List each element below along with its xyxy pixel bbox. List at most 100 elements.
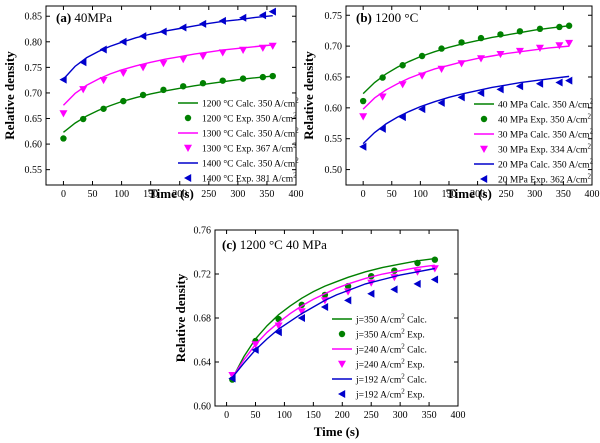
data-point <box>268 7 276 16</box>
x-tick-label: 100 <box>114 189 129 200</box>
data-point <box>414 259 421 267</box>
y-tick-label: 0.60 <box>325 103 343 114</box>
data-point <box>269 72 276 80</box>
legend-label: 40 MPa Calc. 350 A/cm2 <box>498 98 594 111</box>
legend-label: j=350 A/cm2 Calc. <box>355 313 427 326</box>
x-tick-label: 150 <box>441 189 456 200</box>
legend-label: 20 MPa Calc. 350 A/cm2 <box>498 158 594 171</box>
legend-label: 1300 °C Calc. 350 A/cm2 <box>202 127 299 140</box>
data-point <box>119 69 128 77</box>
x-tick-label: 50 <box>251 410 261 421</box>
legend-label: 1200 °C Calc. 350 A/cm2 <box>202 97 299 110</box>
y-tick-label: 0.55 <box>25 165 43 176</box>
series-0 <box>231 257 435 379</box>
y-tick-label: 0.76 <box>194 226 212 237</box>
data-point <box>218 16 226 25</box>
data-point <box>297 308 306 316</box>
data-point <box>398 113 406 122</box>
series-line <box>62 44 273 106</box>
data-point <box>59 75 67 84</box>
series-line <box>362 75 570 145</box>
series-line <box>362 25 570 95</box>
data-point <box>359 97 367 105</box>
data-point <box>536 25 544 33</box>
y-tick-label: 0.60 <box>194 402 212 413</box>
series-2 <box>362 45 570 110</box>
data-point <box>199 80 207 87</box>
legend-label: 30 MPa Exp. 334 A/cm2 <box>498 143 591 156</box>
data-point <box>477 89 485 98</box>
data-point <box>219 77 226 84</box>
series-line <box>362 45 570 110</box>
data-point <box>477 34 485 42</box>
data-point <box>228 372 237 380</box>
data-point <box>198 52 207 61</box>
data-point <box>497 31 504 38</box>
series-2 <box>62 44 273 106</box>
data-point <box>565 22 573 29</box>
data-point <box>239 75 247 82</box>
legend-swatch <box>338 390 346 398</box>
data-point <box>367 289 375 298</box>
legend-label: 1300 °C Exp. 367 A/cm2 <box>202 142 297 155</box>
legend-swatch <box>338 360 346 368</box>
x-tick-label: 0 <box>224 410 229 421</box>
y-tick-label: 0.72 <box>194 270 212 281</box>
x-tick-label: 300 <box>393 410 408 421</box>
data-point <box>457 60 466 68</box>
y-tick-label: 0.80 <box>25 37 43 48</box>
legend-swatch <box>184 174 192 182</box>
x-tick-label: 400 <box>585 189 600 200</box>
y-axis-title: Relative density <box>301 51 316 140</box>
legend-label: j=240 A/cm2 Calc. <box>355 343 427 356</box>
data-point <box>320 303 329 311</box>
data-point <box>258 44 267 52</box>
chart-panel-b: 0 50 100 150 200 250 300 350 400 0.50 0.55 0.60 0.65… <box>301 5 600 201</box>
series-line <box>63 75 273 133</box>
legend-swatch <box>480 175 488 183</box>
x-tick-label: 300 <box>527 189 542 200</box>
y-tick-label: 0.55 <box>325 134 343 145</box>
series-3 <box>359 39 574 121</box>
data-point <box>418 105 426 114</box>
data-point <box>399 62 406 69</box>
data-point <box>477 55 486 63</box>
data-point <box>437 65 446 73</box>
data-point <box>259 73 267 81</box>
data-point <box>139 32 147 41</box>
data-point <box>565 39 574 48</box>
data-point <box>139 91 147 99</box>
legend-swatch <box>480 115 488 123</box>
data-point <box>274 322 283 330</box>
y-tick-label: 0.65 <box>325 72 343 83</box>
x-tick-label: 50 <box>387 189 397 200</box>
data-point <box>258 11 267 20</box>
data-point <box>555 78 563 87</box>
data-point <box>251 341 260 349</box>
legend: j=350 A/cm2 Calc. j=350 A/cm2 Exp. j=240 A… <box>332 313 427 401</box>
data-point <box>556 23 563 31</box>
data-point <box>458 39 465 46</box>
data-point <box>179 55 188 64</box>
legend: 40 MPa Calc. 350 A/cm2 40 MPa Exp. 350 A/… <box>474 98 594 186</box>
series-0 <box>362 25 570 95</box>
data-point <box>99 45 107 54</box>
x-tick-label: 100 <box>277 410 292 421</box>
x-tick-label: 250 <box>364 410 379 421</box>
data-point <box>430 275 439 284</box>
x-tick-label: 350 <box>422 410 437 421</box>
panel-title: (b) 1200 °C <box>356 10 418 25</box>
series-3 <box>59 42 277 118</box>
y-tick-label: 0.75 <box>25 63 43 74</box>
chart-panel-a: 0 50 100 150 200 250 300 350 400 0.55 0.60 0.65 0.70… <box>2 5 304 201</box>
y-tick-label: 0.70 <box>325 42 343 53</box>
chart-panel-c: 0 50 100 150 200 250 300 350 400 0.60 0.64 0.68 0.72… <box>173 226 466 440</box>
y-tick-label: 0.75 <box>325 11 343 22</box>
data-point <box>160 86 167 94</box>
series-2 <box>231 264 435 378</box>
legend-swatch <box>338 330 346 338</box>
x-tick-label: 250 <box>201 189 216 200</box>
legend-label: j=192 A/cm2 Calc. <box>355 373 427 386</box>
legend-label: j=240 A/cm2 Exp. <box>355 358 425 371</box>
x-tick-label: 400 <box>451 410 466 421</box>
